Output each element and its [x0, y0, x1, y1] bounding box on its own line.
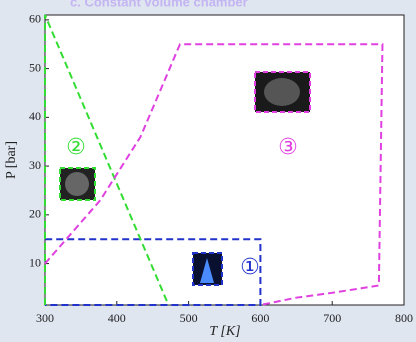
y-axis-label: P [bar] — [4, 141, 19, 179]
y-tick-label: 10 — [29, 255, 41, 269]
x-tick-label: 300 — [36, 311, 54, 325]
y-tick-label: 40 — [29, 109, 41, 123]
x-tick-label: 400 — [108, 311, 126, 325]
region-label: ① — [240, 255, 260, 280]
x-axis-label: T [K] — [209, 324, 240, 339]
y-tick-label: 50 — [29, 60, 41, 74]
x-tick-label: 500 — [180, 311, 198, 325]
chart-title: c. Constant volume chamber — [70, 0, 248, 9]
x-tick-label: 700 — [323, 311, 341, 325]
region-label: ③ — [278, 135, 298, 160]
region-label: ② — [66, 135, 86, 160]
x-tick-label: 800 — [395, 311, 413, 325]
y-tick-label: 20 — [29, 207, 41, 221]
plot-area — [45, 15, 404, 305]
y-tick-label: 30 — [29, 158, 41, 172]
thumbnail-image — [65, 172, 89, 196]
chart: c. Constant volume chamber T [K] P [bar]… — [0, 0, 416, 342]
thumbnail-image — [264, 78, 300, 106]
y-tick-label: 60 — [29, 12, 41, 26]
page: {"chart_data": {"type": "region", "title… — [0, 0, 416, 342]
x-tick-label: 600 — [251, 311, 269, 325]
